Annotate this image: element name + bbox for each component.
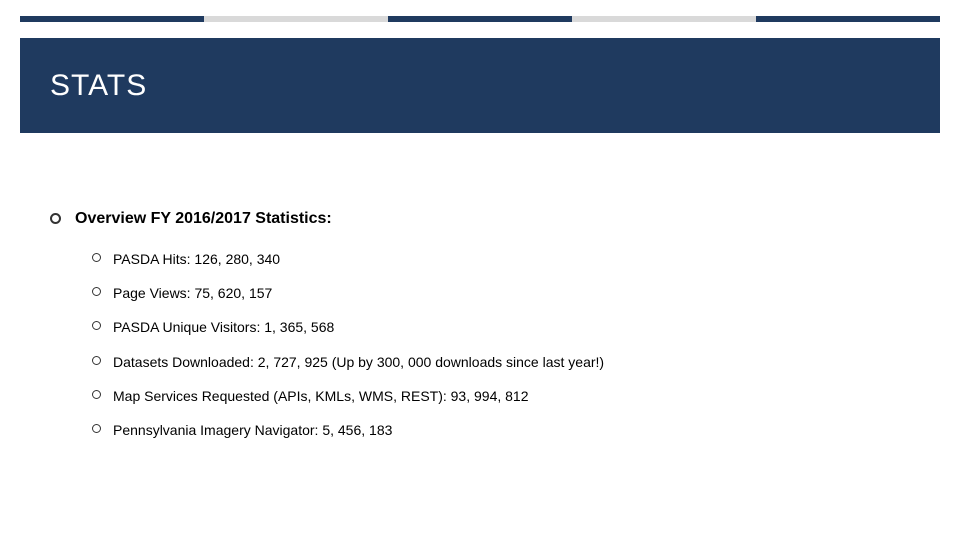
circle-bullet-icon (92, 253, 101, 262)
top-accent-bar (20, 16, 940, 22)
sub-list: PASDA Hits: 126, 280, 340 Page Views: 75… (92, 250, 910, 439)
circle-bullet-icon (92, 356, 101, 365)
stat-text: Map Services Requested (APIs, KMLs, WMS,… (113, 387, 529, 405)
list-item: Pennsylvania Imagery Navigator: 5, 456, … (92, 421, 910, 439)
circle-bullet-icon (50, 213, 61, 224)
list-item: PASDA Unique Visitors: 1, 365, 568 (92, 318, 910, 336)
main-heading: Overview FY 2016/2017 Statistics: (75, 210, 332, 228)
accent-seg-0 (20, 16, 204, 22)
circle-bullet-icon (92, 390, 101, 399)
circle-bullet-icon (92, 321, 101, 330)
list-item: Datasets Downloaded: 2, 727, 925 (Up by … (92, 353, 910, 371)
slide-title: STATS (50, 69, 147, 103)
stat-text: Datasets Downloaded: 2, 727, 925 (Up by … (113, 353, 604, 371)
main-bullet-row: Overview FY 2016/2017 Statistics: (50, 210, 910, 228)
content-area: Overview FY 2016/2017 Statistics: PASDA … (50, 210, 910, 455)
accent-seg-2 (388, 16, 572, 22)
list-item: PASDA Hits: 126, 280, 340 (92, 250, 910, 268)
title-band: STATS (20, 38, 940, 133)
stat-text: PASDA Unique Visitors: 1, 365, 568 (113, 318, 334, 336)
list-item: Map Services Requested (APIs, KMLs, WMS,… (92, 387, 910, 405)
list-item: Page Views: 75, 620, 157 (92, 284, 910, 302)
stat-text: PASDA Hits: 126, 280, 340 (113, 250, 280, 268)
circle-bullet-icon (92, 287, 101, 296)
stat-text: Pennsylvania Imagery Navigator: 5, 456, … (113, 421, 392, 439)
accent-seg-4 (756, 16, 940, 22)
circle-bullet-icon (92, 424, 101, 433)
stat-text: Page Views: 75, 620, 157 (113, 284, 272, 302)
accent-seg-3 (572, 16, 756, 22)
accent-seg-1 (204, 16, 388, 22)
